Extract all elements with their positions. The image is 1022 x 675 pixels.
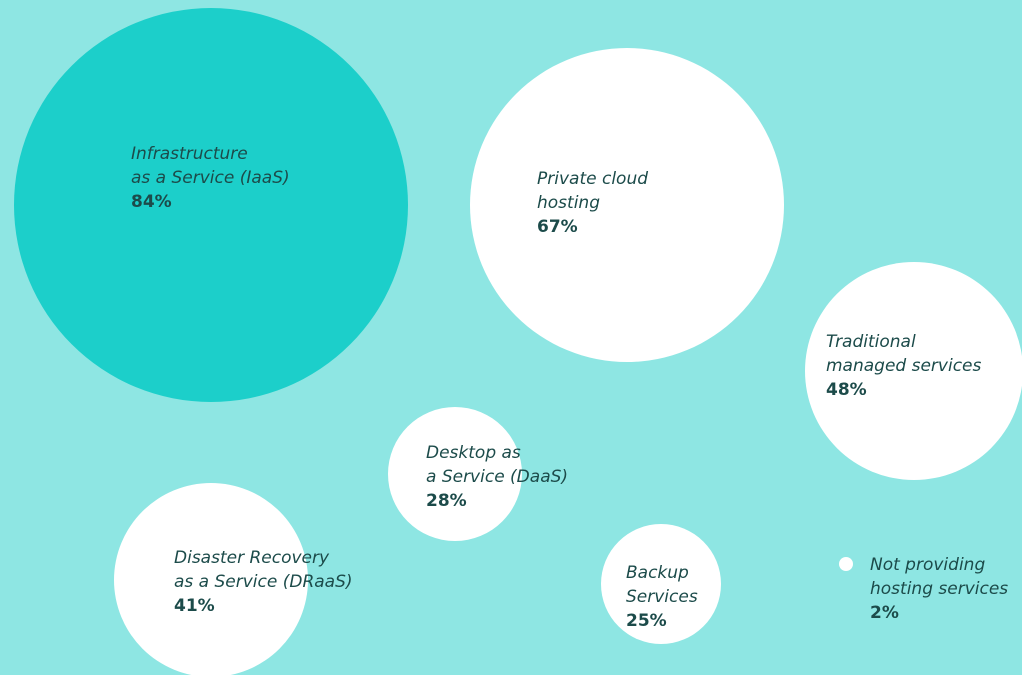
bubble-label-2: Private cloud hosting 67% <box>537 167 648 239</box>
category-name-line: Disaster Recovery <box>174 548 330 568</box>
category-name-line: as a Service (IaaS) <box>131 168 290 188</box>
category-name-line: as a Service (DRaaS) <box>174 572 353 592</box>
category-name: Disaster Recovery as a Service (DRaaS) <box>174 546 353 594</box>
bubble-1 <box>14 8 408 402</box>
value-label: 28% <box>426 491 467 511</box>
value-label: 25% <box>626 611 667 631</box>
bubble-4 <box>388 407 522 541</box>
category-name: Desktop as a Service (DaaS) <box>426 441 568 489</box>
category-name-line: Not providing <box>870 555 986 575</box>
value-label: 48% <box>826 380 867 400</box>
category-name-line: hosting <box>537 193 600 213</box>
bubble-2 <box>470 48 784 362</box>
bubble-label-6: Backup Services 25% <box>626 561 698 633</box>
bubble-label-3: Traditional managed services 48% <box>826 330 981 402</box>
category-name-line: managed services <box>826 356 982 376</box>
value-label: 84% <box>131 192 172 212</box>
bubble-3 <box>805 262 1022 480</box>
bubble-label-4: Desktop as a Service (DaaS) 28% <box>426 441 568 513</box>
bubble-7 <box>839 557 853 571</box>
category-name-line: Traditional <box>826 332 916 352</box>
category-name-line: hosting services <box>870 579 1009 599</box>
bubble-label-1: Infrastructure as a Service (IaaS) 84% <box>131 142 290 214</box>
category-name-line: Backup <box>626 563 689 583</box>
category-name-line: Services <box>626 587 698 607</box>
category-name: Traditional managed services <box>826 330 981 378</box>
bubble-label-7: Not providing hosting services 2% <box>870 553 1008 625</box>
bubble-5 <box>114 483 308 675</box>
category-name: Private cloud hosting <box>537 167 648 215</box>
category-name: Backup Services <box>626 561 698 609</box>
bubble-6 <box>601 524 721 644</box>
bubble-label-5: Disaster Recovery as a Service (DRaaS) 41% <box>174 546 353 618</box>
value-label: 2% <box>870 603 899 623</box>
category-name: Infrastructure as a Service (IaaS) <box>131 142 290 190</box>
category-name-line: a Service (DaaS) <box>426 467 569 487</box>
value-label: 41% <box>174 596 215 616</box>
category-name-line: Infrastructure <box>131 144 248 164</box>
category-name: Not providing hosting services <box>870 553 1008 601</box>
value-label: 67% <box>537 217 578 237</box>
category-name-line: Private cloud <box>537 169 649 189</box>
category-name-line: Desktop as <box>426 443 521 463</box>
